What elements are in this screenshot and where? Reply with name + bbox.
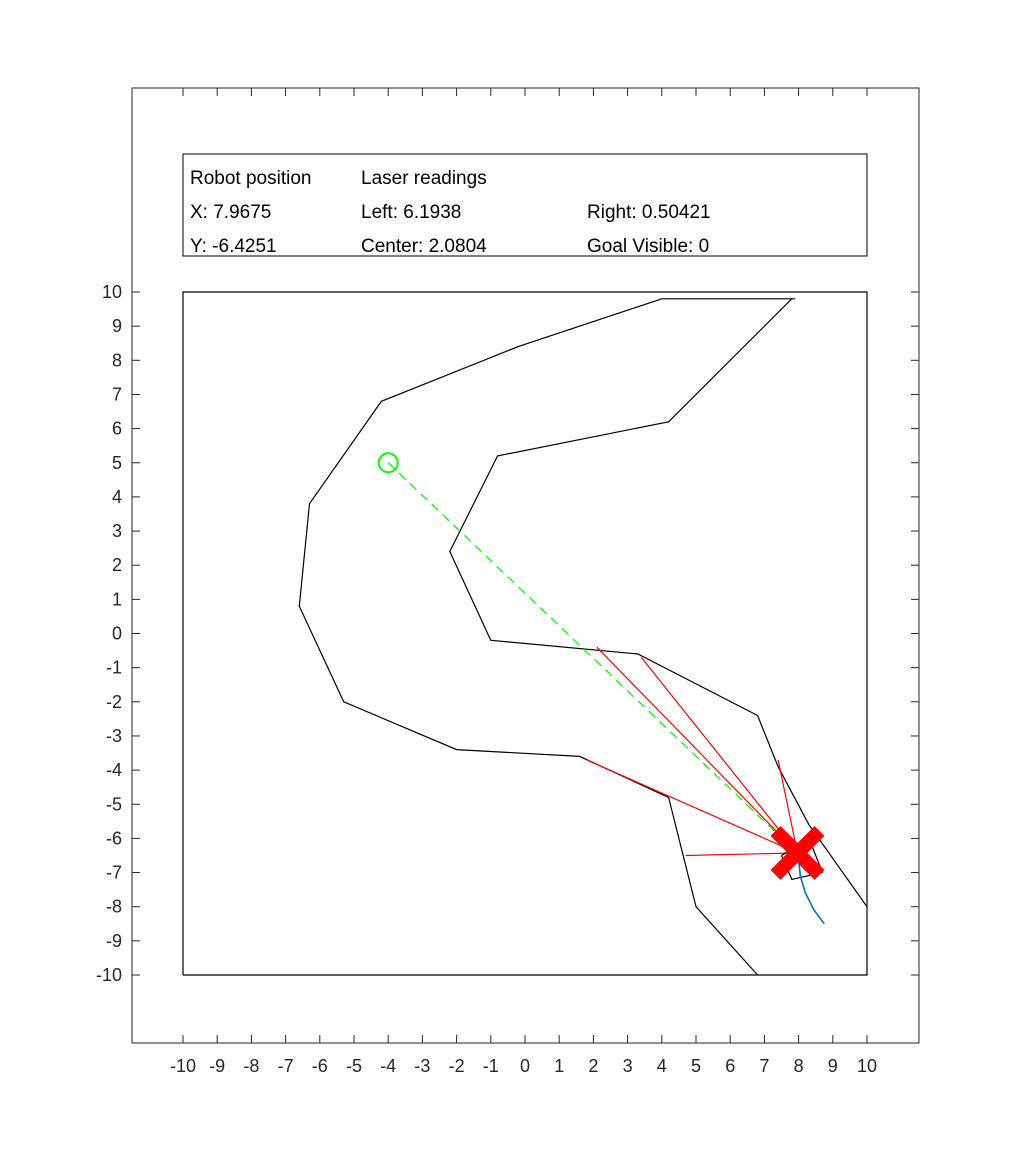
robot-x-readout: X: 7.9675 — [190, 202, 271, 223]
goal-marker — [377, 452, 399, 474]
laser-center-readout: Center: 2.0804 — [361, 236, 487, 257]
goal-direction-line — [387, 462, 798, 854]
x-tick-label: 3 — [623, 1056, 633, 1076]
x-tick-label: 1 — [554, 1056, 564, 1076]
x-tick-label: -2 — [449, 1056, 465, 1076]
x-tick-label: -5 — [346, 1056, 362, 1076]
info-panel: Robot position X: 7.9675 Y: -6.4251 Lase… — [182, 153, 868, 257]
laser-readings-heading: Laser readings — [361, 168, 487, 189]
x-tick-label: 7 — [759, 1056, 769, 1076]
info-panel-box — [182, 153, 868, 257]
robot-y-readout: Y: -6.4251 — [190, 236, 277, 257]
y-tick-label: -1 — [106, 658, 122, 678]
x-tick-label: 5 — [691, 1056, 701, 1076]
outer-wall — [298, 298, 796, 976]
y-tick-label: 2 — [112, 555, 122, 575]
x-tick-label: 10 — [857, 1056, 877, 1076]
y-tick-label: -2 — [106, 692, 122, 712]
x-tick-label: 2 — [588, 1056, 598, 1076]
laser-ray — [685, 852, 798, 857]
y-tick-label: 0 — [112, 624, 122, 644]
laser-ray — [640, 657, 798, 854]
x-tick-label: 9 — [828, 1056, 838, 1076]
y-tick-label: 1 — [112, 589, 122, 609]
laser-ray — [586, 759, 798, 854]
x-tick-label: 0 — [520, 1056, 530, 1076]
y-tick-label: -4 — [106, 760, 122, 780]
x-tick-label: -3 — [414, 1056, 430, 1076]
goal-visible-readout: Goal Visible: 0 — [587, 236, 709, 257]
x-tick-label: -6 — [312, 1056, 328, 1076]
robot-marker-stroke-b — [770, 825, 825, 880]
y-tick-label: -7 — [106, 863, 122, 883]
y-tick-label: -9 — [106, 931, 122, 951]
y-tick-label: -5 — [106, 794, 122, 814]
y-tick-label: -8 — [106, 897, 122, 917]
laser-left-readout: Left: 6.1938 — [361, 202, 461, 223]
y-tick-label: 7 — [112, 384, 122, 404]
x-tick-label: -7 — [278, 1056, 294, 1076]
y-tick-label: 5 — [112, 453, 122, 473]
robot-trajectory — [797, 858, 825, 925]
axis-tick-labels: -10 -9 -8 -7 -6 -5 -4 -3 -2 -1 0 1 2 3 4 5 6 7 8 9 10-10-9-8… — [96, 282, 877, 1076]
y-tick-label: -6 — [106, 828, 122, 848]
x-tick-label: -9 — [209, 1056, 225, 1076]
x-tick-label: -1 — [483, 1056, 499, 1076]
inner-wall — [449, 298, 868, 908]
x-tick-label: 8 — [794, 1056, 804, 1076]
robot-position-heading: Robot position — [190, 168, 311, 189]
y-tick-label: 9 — [112, 316, 122, 336]
laser-right-readout: Right: 0.50421 — [587, 202, 711, 223]
x-tick-label: 6 — [725, 1056, 735, 1076]
laser-ray — [596, 646, 798, 854]
y-tick-label: 8 — [112, 350, 122, 370]
y-tick-label: 10 — [102, 282, 122, 302]
y-tick-label: -10 — [96, 965, 122, 985]
axis-ticks — [132, 88, 919, 1043]
y-tick-label: 4 — [112, 487, 122, 507]
x-tick-label: -8 — [243, 1056, 259, 1076]
x-tick-label: -10 — [170, 1056, 196, 1076]
y-tick-label: 6 — [112, 419, 122, 439]
arena-boundary — [182, 291, 868, 976]
laser-ray — [777, 759, 799, 854]
x-tick-label: -4 — [380, 1056, 396, 1076]
x-tick-label: 4 — [657, 1056, 667, 1076]
plot-marks — [182, 291, 868, 976]
y-tick-label: 3 — [112, 521, 122, 541]
y-tick-label: -3 — [106, 726, 122, 746]
